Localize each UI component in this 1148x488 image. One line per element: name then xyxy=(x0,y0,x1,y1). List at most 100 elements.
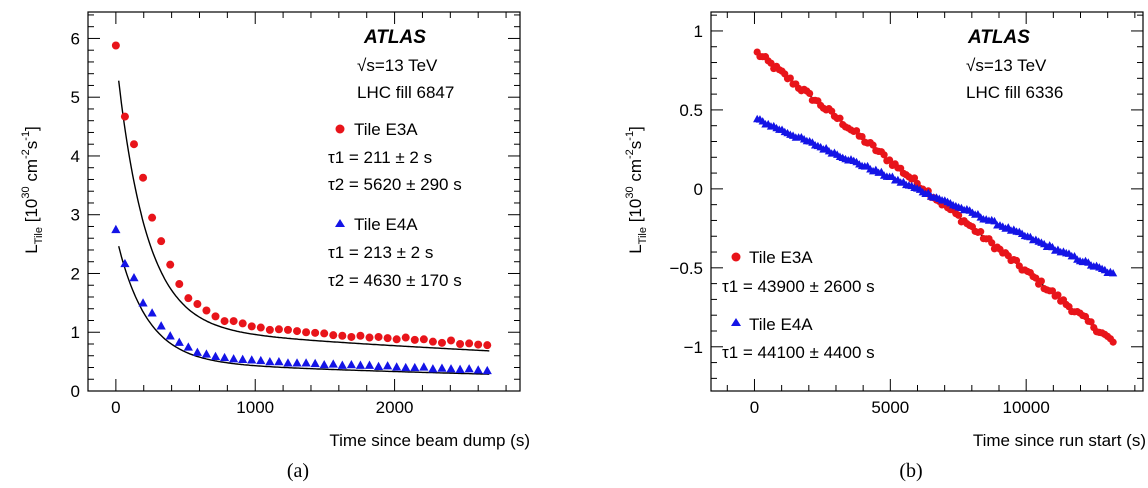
data-point-circle xyxy=(329,331,338,340)
y-tick-label: 0 xyxy=(694,180,703,199)
x-tick-label: 0 xyxy=(750,398,759,417)
data-point-circle xyxy=(852,127,861,135)
data-point-triangle xyxy=(428,364,438,373)
data-point-triangle xyxy=(392,362,402,371)
y-tick-label: −0.5 xyxy=(669,259,703,278)
data-point-circle xyxy=(274,325,283,334)
data-point-circle xyxy=(1109,338,1117,346)
y-tick-label: 4 xyxy=(71,147,80,166)
atlas-label-a: ATLAS xyxy=(363,27,426,48)
y-tick-label: −1 xyxy=(684,338,703,357)
axis-ticks-b xyxy=(711,12,1143,391)
data-point-triangle xyxy=(346,359,356,369)
data-point-circle xyxy=(401,333,410,342)
data-point-circle xyxy=(1032,274,1040,282)
legend-marker-e3a-a xyxy=(335,124,345,134)
data-point-triangle xyxy=(437,363,447,372)
data-point-circle xyxy=(175,280,184,289)
data-point-triangle xyxy=(156,321,166,330)
data-point-circle xyxy=(836,114,844,122)
data-point-circle xyxy=(1048,287,1057,295)
data-point-circle xyxy=(988,239,996,247)
data-point-circle xyxy=(220,317,229,326)
y-axis-label-a: LTile [1030 cm-2s-1] xyxy=(20,126,45,254)
data-point-circle xyxy=(338,331,347,340)
energy-label-a: √s=13 TeV xyxy=(357,56,438,75)
legend-label-e3a-b: Tile E3A xyxy=(749,248,813,267)
data-point-triangle xyxy=(464,364,474,373)
data-point-triangle xyxy=(274,357,284,366)
data-point-circle xyxy=(374,332,383,341)
data-point-circle xyxy=(139,173,148,182)
data-point-circle xyxy=(474,340,483,349)
data-point-triangle xyxy=(256,355,266,365)
sqrt-symbol-a: √ xyxy=(357,56,367,75)
data-point-circle xyxy=(1087,318,1095,326)
legend-marker-e3a-b xyxy=(731,252,741,262)
data-point-triangle xyxy=(192,347,202,356)
data-point-triangle xyxy=(310,358,320,368)
data-point-triangle xyxy=(265,357,275,366)
data-point-circle xyxy=(356,331,365,340)
legend-label-e3a-a: Tile E3A xyxy=(354,120,418,139)
data-point-triangle xyxy=(364,360,375,369)
data-point-circle xyxy=(1012,256,1021,265)
sqrt-symbol-b: √ xyxy=(966,56,976,75)
data-point-circle xyxy=(302,328,311,337)
data-point-triangle xyxy=(383,361,393,370)
data-point-circle xyxy=(910,174,919,182)
data-point-circle xyxy=(392,335,401,344)
data-point-circle xyxy=(977,228,985,236)
data-point-circle xyxy=(869,141,877,149)
axis-ticks-a xyxy=(87,12,520,392)
data-point-triangle xyxy=(455,364,465,373)
data-point-triangle xyxy=(174,337,184,346)
data-point-circle xyxy=(320,329,329,338)
data-point-circle xyxy=(265,325,274,334)
x-axis-label-b: Time since run start (s) xyxy=(973,431,1146,450)
tau2-e4a-a: τ2 = 4630 ± 170 s xyxy=(328,271,462,290)
legend-label-e4a-a: Tile E4A xyxy=(354,215,418,234)
data-point-circle xyxy=(465,339,474,348)
x-tick-label: 10000 xyxy=(1003,398,1050,417)
data-point-triangle xyxy=(219,352,230,362)
data-point-triangle xyxy=(165,331,175,340)
data-point-circle xyxy=(166,260,175,269)
data-point-circle xyxy=(786,74,794,82)
legend-label-e4a-b: Tile E4A xyxy=(749,315,813,334)
tick-labels-b: 0 5000 10000 −1 −0.5 0 0.5 1 xyxy=(669,22,1049,417)
data-point-triangle xyxy=(401,362,411,372)
data-point-triangle xyxy=(446,364,456,373)
y-tick-label: 5 xyxy=(71,88,80,107)
x-axis-label-a: Time since beam dump (s) xyxy=(329,431,530,450)
plot-frame-a xyxy=(87,11,521,392)
data-points-a xyxy=(111,41,492,375)
data-point-circle xyxy=(365,333,374,342)
legend-marker-e4a-b xyxy=(731,318,741,326)
y-tick-label: 1 xyxy=(694,22,703,41)
data-point-circle xyxy=(456,339,465,348)
data-point-circle xyxy=(886,156,894,164)
fit-curve xyxy=(118,246,490,375)
data-point-circle xyxy=(347,332,356,341)
legend-marker-e4a-a xyxy=(335,219,345,227)
data-point-circle xyxy=(129,140,138,149)
data-point-triangle xyxy=(1108,268,1118,277)
data-point-circle xyxy=(419,335,428,344)
x-tick-label: 5000 xyxy=(871,398,909,417)
tau2-e3a-a: τ2 = 5620 ± 290 s xyxy=(328,175,462,194)
data-point-triangle xyxy=(410,362,420,372)
tau1-e3a-a: τ1 = 211 ± 2 s xyxy=(328,148,432,167)
data-point-triangle xyxy=(337,360,347,369)
data-point-circle xyxy=(120,112,129,121)
data-point-circle xyxy=(157,237,166,246)
data-point-circle xyxy=(256,323,265,332)
data-point-triangle xyxy=(419,362,429,371)
data-point-circle xyxy=(483,341,492,350)
data-point-circle xyxy=(880,151,888,159)
data-point-circle xyxy=(229,317,238,326)
data-point-triangle xyxy=(120,258,130,268)
data-point-circle xyxy=(184,294,193,303)
energy-label-b: √s=13 TeV xyxy=(966,56,1047,75)
data-point-triangle xyxy=(111,224,121,234)
